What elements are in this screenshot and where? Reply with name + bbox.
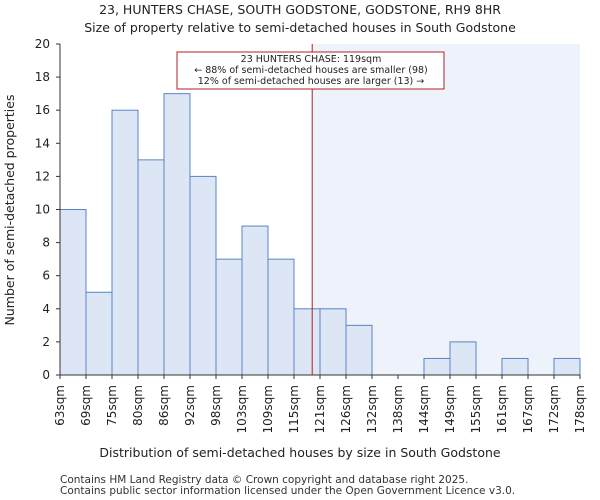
annotation-box: 23 HUNTERS CHASE: 119sqm ← 88% of semi-d… bbox=[176, 51, 445, 90]
bar-80sqm bbox=[137, 159, 165, 376]
x-tick-label-103sqm: 103sqm bbox=[235, 385, 249, 433]
x-tick-label-115sqm: 115sqm bbox=[287, 385, 301, 433]
bar-126sqm bbox=[345, 324, 373, 376]
larger-region-shade bbox=[312, 44, 580, 375]
y-tick-label-12: 12 bbox=[35, 169, 50, 183]
x-tick-label-161sqm: 161sqm bbox=[495, 385, 509, 433]
x-axis-label: Distribution of semi-detached houses by … bbox=[99, 445, 500, 460]
y-tick-label-2: 2 bbox=[42, 335, 50, 349]
x-tick-label-178sqm: 178sqm bbox=[573, 385, 587, 433]
bar-69sqm bbox=[85, 291, 113, 376]
footer-line-2: Contains public sector information licen… bbox=[60, 485, 515, 497]
y-tick-label-16: 16 bbox=[35, 103, 50, 117]
chart-title: 23, HUNTERS CHASE, SOUTH GODSTONE, GODST… bbox=[99, 2, 501, 17]
bar-144sqm bbox=[423, 357, 451, 376]
bar-63sqm bbox=[59, 209, 87, 376]
annotation-frame bbox=[176, 51, 445, 90]
y-tick-label-14: 14 bbox=[35, 136, 50, 150]
x-tick-label-109sqm: 109sqm bbox=[261, 385, 275, 433]
y-tick-label-10: 10 bbox=[35, 203, 50, 217]
bar-103sqm bbox=[241, 225, 269, 376]
annotation-line-2: ← 88% of semi-detached houses are smalle… bbox=[194, 65, 428, 76]
y-tick-label-8: 8 bbox=[42, 236, 50, 250]
x-tick-label-63sqm: 63sqm bbox=[53, 385, 67, 426]
footer-line-1: Contains HM Land Registry data © Crown c… bbox=[60, 474, 468, 486]
x-tick-label-80sqm: 80sqm bbox=[131, 385, 145, 426]
x-tick-label-149sqm: 149sqm bbox=[443, 385, 457, 433]
annotation-line-3: 12% of semi-detached houses are larger (… bbox=[198, 76, 425, 87]
y-tick-label-4: 4 bbox=[42, 302, 50, 316]
x-tick-label-167sqm: 167sqm bbox=[521, 385, 535, 433]
x-tick-label-121sqm: 121sqm bbox=[313, 385, 327, 433]
chart-subtitle: Size of property relative to semi-detach… bbox=[84, 20, 516, 35]
x-tick-label-75sqm: 75sqm bbox=[105, 385, 119, 426]
x-tick-label-138sqm: 138sqm bbox=[391, 385, 405, 433]
y-tick-label-0: 0 bbox=[42, 368, 50, 382]
bar-109sqm bbox=[267, 258, 295, 376]
x-tick-label-98sqm: 98sqm bbox=[209, 385, 223, 426]
x-tick-label-132sqm: 132sqm bbox=[365, 385, 379, 433]
bar-172sqm bbox=[553, 357, 581, 376]
x-tick-label-92sqm: 92sqm bbox=[183, 385, 197, 426]
annotation-line-1: 23 HUNTERS CHASE: 119sqm bbox=[241, 54, 382, 65]
x-tick-label-86sqm: 86sqm bbox=[157, 385, 171, 426]
bar-115sqm bbox=[293, 308, 321, 376]
x-tick-label-172sqm: 172sqm bbox=[547, 385, 561, 433]
y-axis-label: Number of semi-detached properties bbox=[2, 95, 17, 326]
bar-121sqm bbox=[319, 308, 347, 376]
bar-149sqm bbox=[449, 341, 477, 376]
bar-161sqm bbox=[501, 357, 529, 376]
x-tick-label-144sqm: 144sqm bbox=[417, 385, 431, 433]
y-tick-label-6: 6 bbox=[42, 269, 50, 283]
y-tick-label-20: 20 bbox=[35, 37, 50, 51]
y-tick-label-18: 18 bbox=[35, 70, 50, 84]
x-tick-label-155sqm: 155sqm bbox=[469, 385, 483, 433]
bar-86sqm bbox=[163, 93, 191, 376]
bar-98sqm bbox=[215, 258, 243, 376]
bar-75sqm bbox=[111, 109, 139, 376]
x-tick-label-69sqm: 69sqm bbox=[79, 385, 93, 426]
bar-92sqm bbox=[189, 175, 217, 376]
x-tick-label-126sqm: 126sqm bbox=[339, 385, 353, 433]
